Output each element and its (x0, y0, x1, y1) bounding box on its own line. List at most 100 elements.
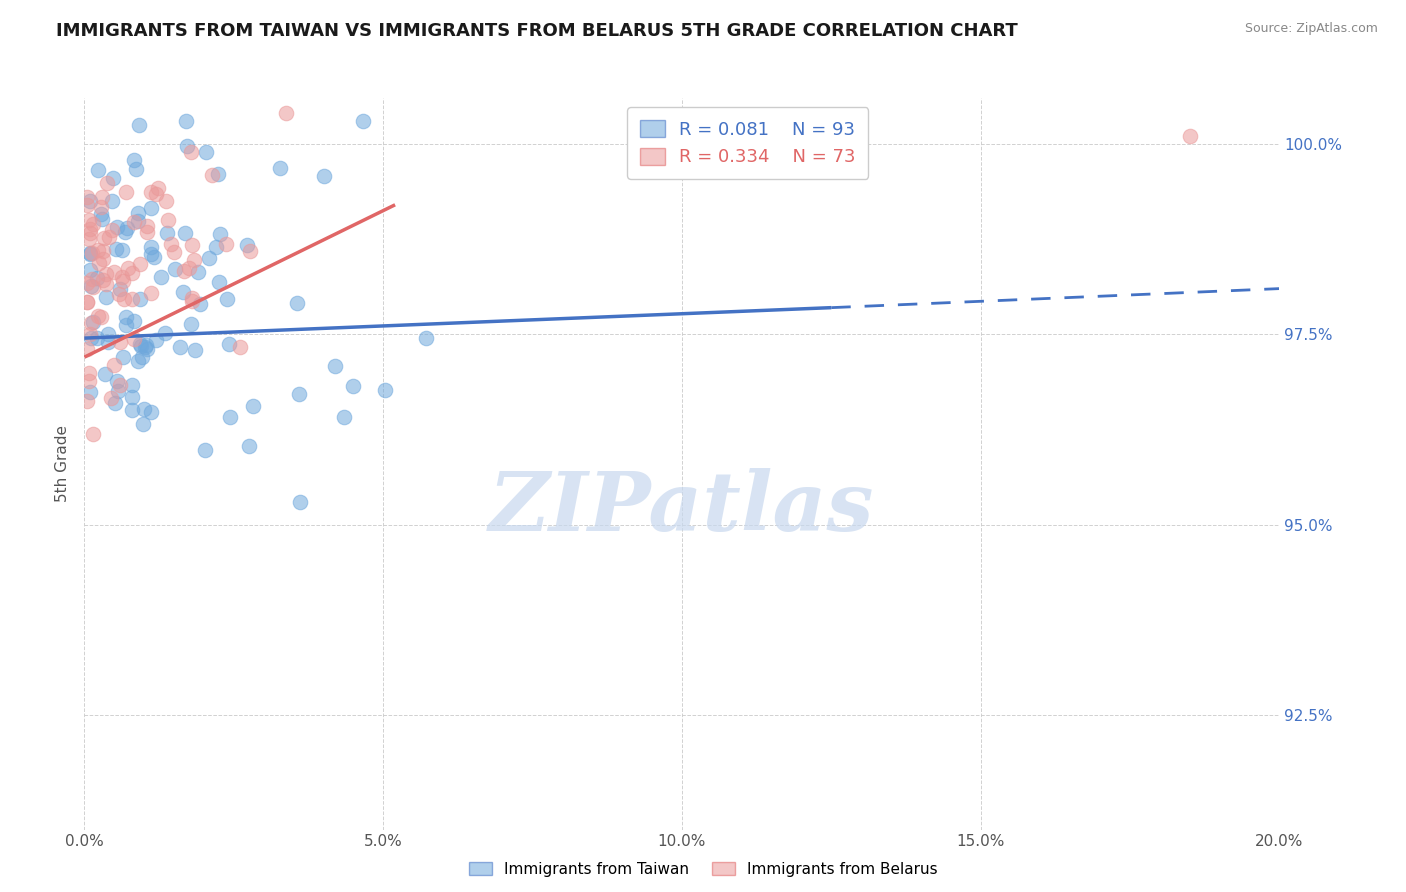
Point (76, 295, 98, 310)
Point (79, 227, 101, 241)
Point (129, 339, 152, 353)
Point (145, 186, 167, 201)
Point (101, 223, 124, 237)
Point (122, 314, 145, 328)
Point (94, 290, 117, 304)
Point (121, 378, 143, 392)
Point (90, 200, 112, 214)
Point (86, 162, 108, 177)
Point (112, 350, 135, 364)
Point (127, 206, 149, 220)
Point (188, 297, 211, 311)
Point (114, 225, 136, 239)
Point (90, 207, 112, 221)
Point (77, 213, 100, 227)
Point (179, 260, 201, 275)
Point (135, 338, 157, 352)
Point (207, 167, 229, 181)
Point (121, 292, 143, 306)
Point (141, 285, 163, 300)
Point (169, 340, 191, 354)
Point (127, 213, 149, 227)
Point (110, 377, 132, 392)
Point (105, 242, 128, 256)
Point (86, 309, 108, 323)
Point (96, 176, 118, 190)
Point (122, 153, 145, 168)
Point (103, 358, 125, 372)
Point (93, 244, 115, 258)
Point (180, 317, 202, 331)
Point (141, 185, 163, 199)
Point (79, 327, 101, 342)
Point (77, 374, 100, 388)
Point (94, 267, 117, 281)
Point (115, 185, 138, 199)
Point (108, 282, 131, 296)
Legend: R = 0.081    N = 93, R = 0.334    N = 73: R = 0.081 N = 93, R = 0.334 N = 73 (627, 107, 869, 179)
Point (107, 384, 129, 398)
Point (87, 243, 110, 257)
Y-axis label: 5th Grade: 5th Grade (55, 425, 70, 502)
Point (90, 310, 112, 324)
Point (79, 384, 101, 399)
Point (76, 294, 98, 309)
Point (79, 232, 101, 246)
Point (76, 190, 98, 204)
Point (181, 237, 204, 252)
Point (187, 265, 209, 279)
Point (285, 296, 308, 310)
Point (76, 197, 98, 211)
Point (153, 326, 176, 340)
Point (139, 405, 162, 419)
Point (129, 292, 152, 306)
Point (101, 194, 124, 208)
Point (86, 271, 108, 285)
Point (121, 266, 143, 280)
Point (79, 246, 101, 260)
Text: ZIPatlas: ZIPatlas (489, 467, 875, 548)
Point (229, 340, 252, 354)
Point (111, 244, 134, 258)
Point (236, 238, 259, 252)
Point (122, 215, 145, 229)
Point (117, 221, 139, 235)
Point (155, 194, 177, 208)
Point (173, 264, 195, 278)
Point (76, 342, 98, 356)
Point (93, 273, 115, 287)
Point (97, 335, 120, 350)
Point (139, 240, 162, 254)
Point (107, 219, 129, 234)
Point (201, 168, 224, 182)
Point (104, 395, 127, 409)
Point (374, 383, 396, 397)
Point (97, 327, 120, 342)
Point (117, 260, 139, 275)
Point (107, 374, 129, 388)
Point (79, 245, 101, 260)
Point (183, 253, 205, 268)
Point (333, 409, 356, 424)
Point (131, 350, 153, 364)
Point (219, 409, 242, 424)
Point (174, 227, 197, 241)
Point (76, 394, 98, 409)
Point (238, 244, 260, 259)
Point (163, 261, 186, 276)
Point (122, 332, 145, 346)
Point (176, 139, 198, 153)
Text: Source: ZipAtlas.com: Source: ZipAtlas.com (1244, 22, 1378, 36)
Point (82, 279, 104, 293)
Point (208, 276, 231, 290)
Point (80, 246, 103, 260)
Point (159, 236, 181, 251)
Point (135, 342, 157, 356)
Text: IMMIGRANTS FROM TAIWAN VS IMMIGRANTS FROM BELARUS 5TH GRADE CORRELATION CHART: IMMIGRANTS FROM TAIWAN VS IMMIGRANTS FRO… (56, 22, 1018, 40)
Point (128, 257, 150, 271)
Point (139, 247, 162, 261)
Point (103, 265, 125, 279)
Point (242, 399, 264, 413)
Point (288, 494, 311, 508)
Point (163, 244, 186, 259)
